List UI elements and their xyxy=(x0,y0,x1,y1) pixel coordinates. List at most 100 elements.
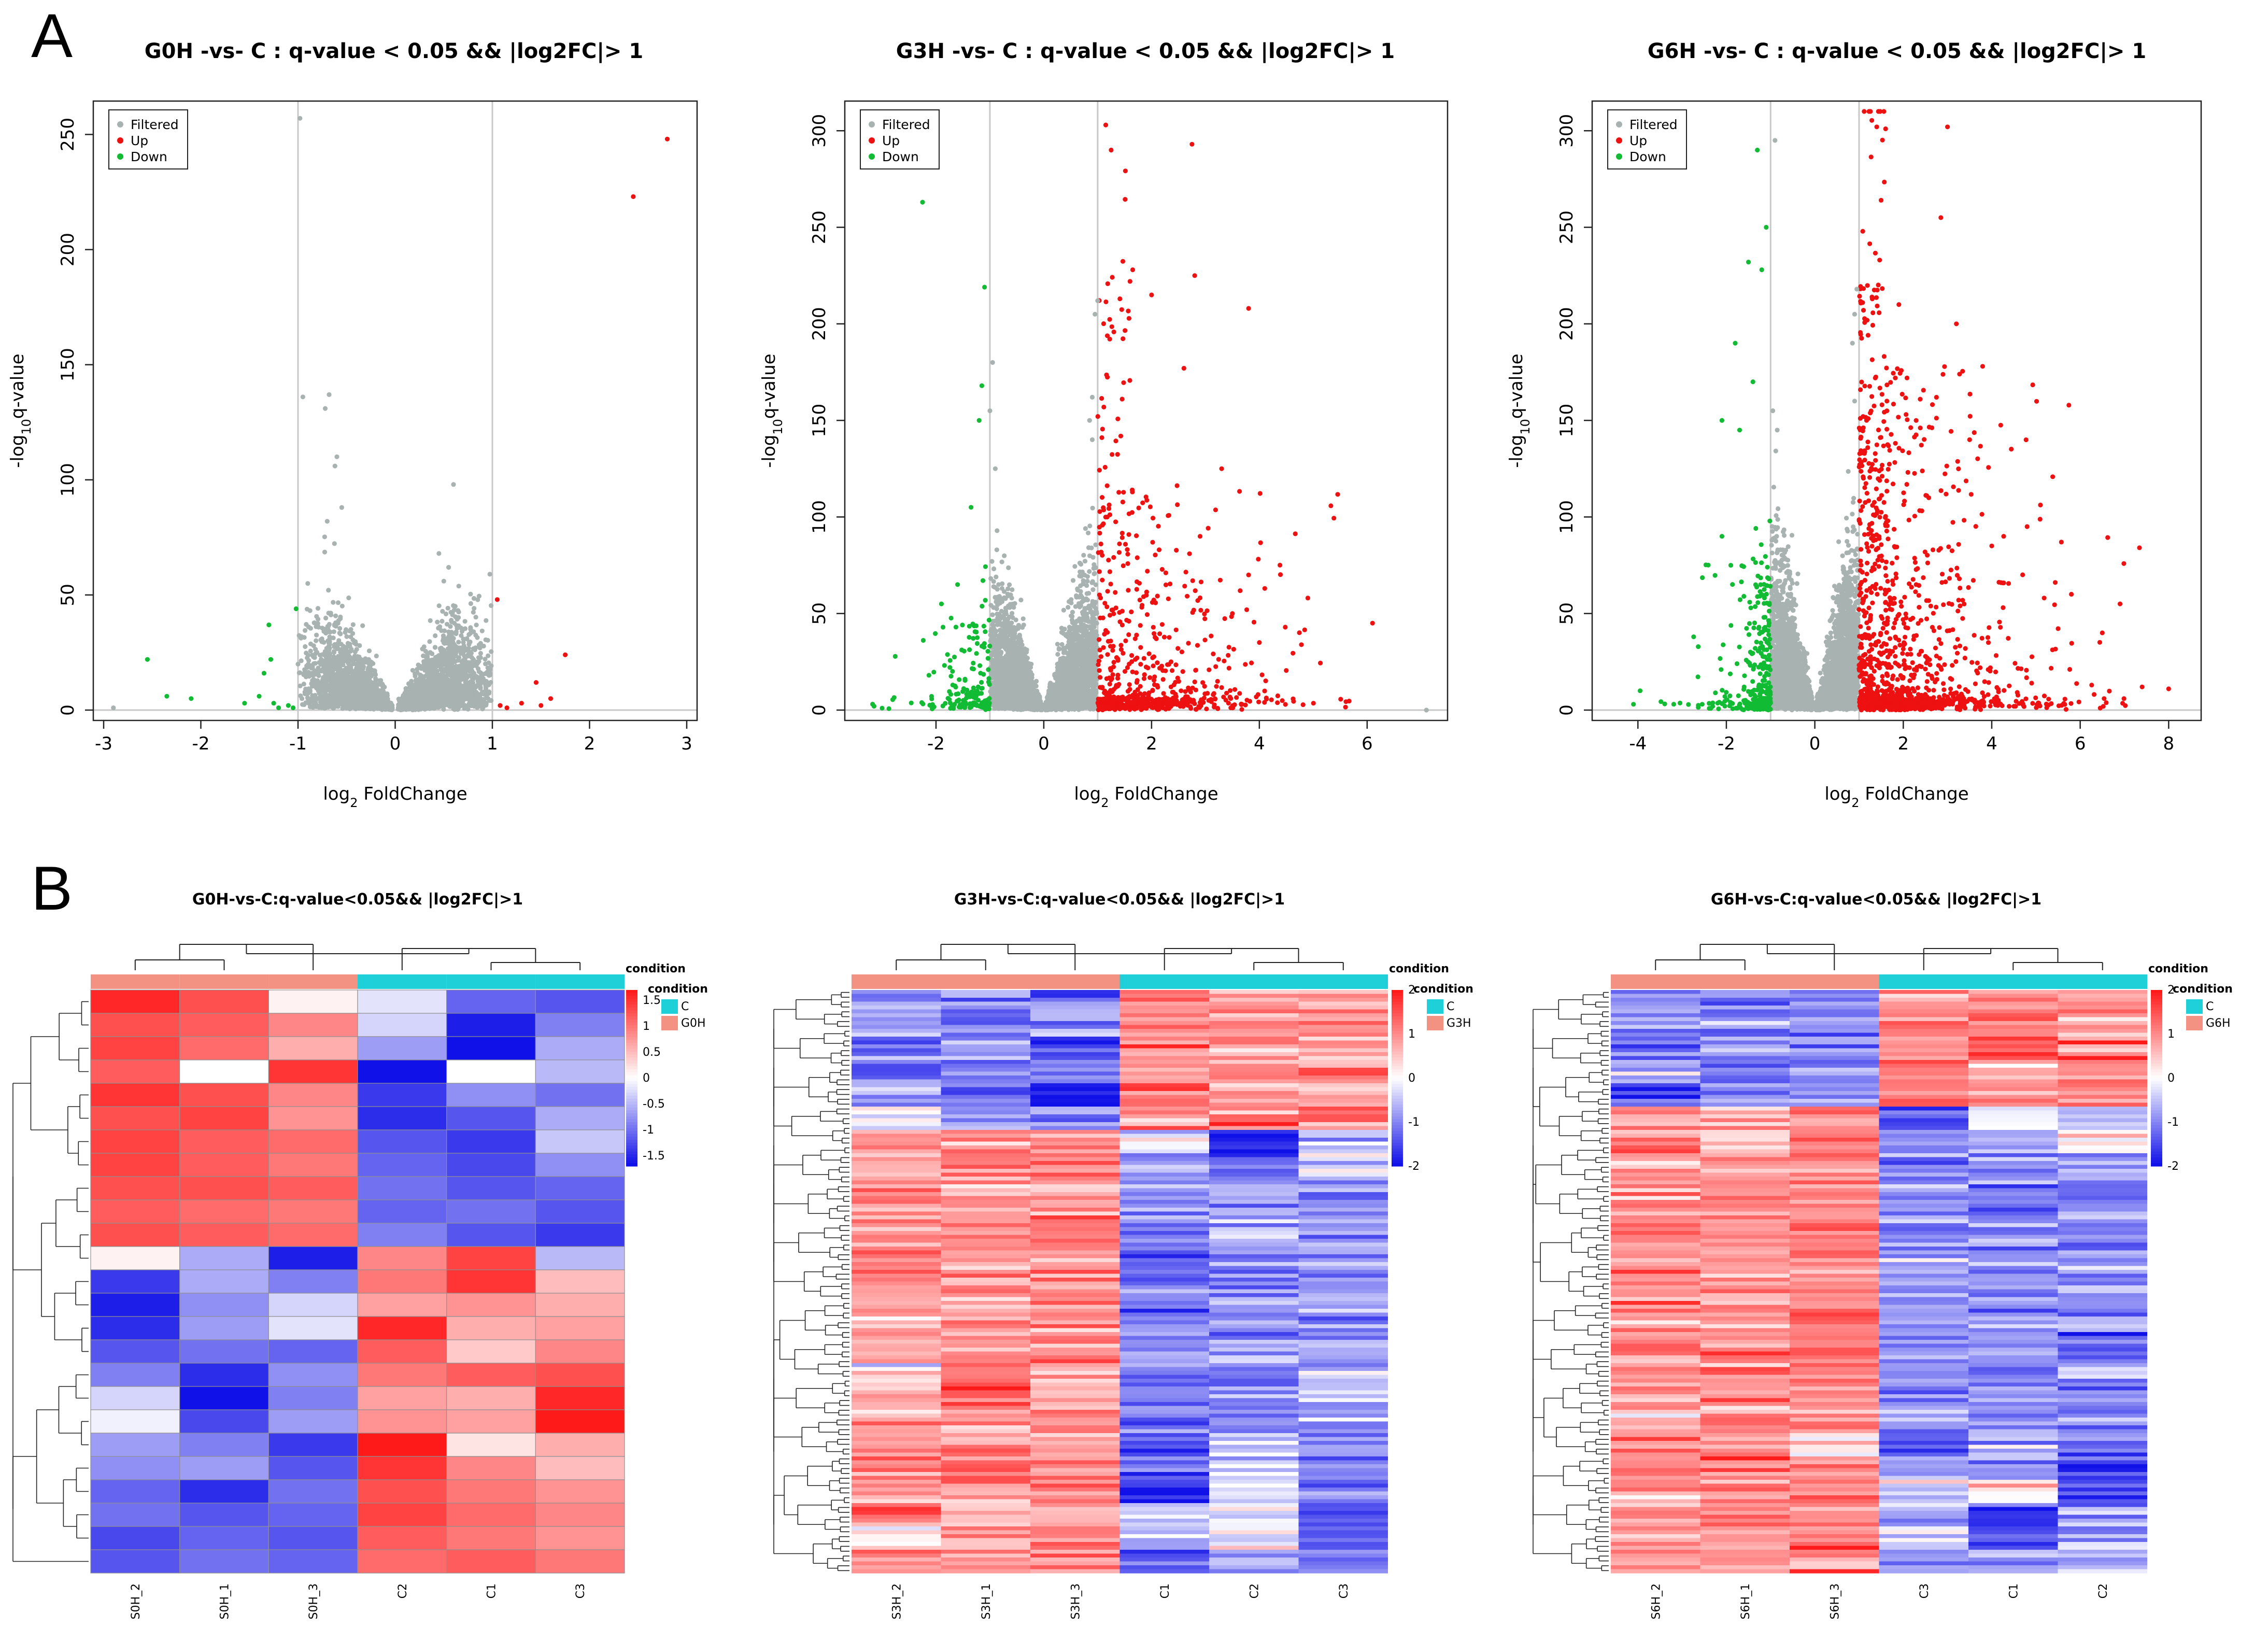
filtered-point xyxy=(483,657,488,662)
filtered-point xyxy=(458,667,463,672)
filtered-point xyxy=(989,559,995,564)
filtered-point xyxy=(331,629,336,634)
filtered-point xyxy=(336,670,341,675)
filtered-point xyxy=(345,696,350,701)
filtered-point xyxy=(331,635,336,641)
filtered-point xyxy=(1093,542,1098,547)
filtered-point xyxy=(353,639,358,644)
filtered-point xyxy=(1083,526,1088,531)
filtered-point xyxy=(1007,582,1012,587)
down-point xyxy=(257,693,262,699)
filtered-point xyxy=(298,693,303,699)
volcano-points xyxy=(870,122,1429,713)
up-point xyxy=(538,703,544,708)
filtered-point xyxy=(320,679,326,685)
filtered-point xyxy=(423,695,429,700)
filtered-point xyxy=(456,655,462,660)
x-tick-label: -1 xyxy=(289,733,307,754)
filtered-point xyxy=(380,682,385,687)
filtered-point xyxy=(445,677,451,683)
up-point xyxy=(563,652,568,657)
filtered-point xyxy=(468,601,474,606)
filtered-point xyxy=(475,700,480,705)
filtered-point xyxy=(337,626,343,631)
filtered-point xyxy=(463,648,469,653)
filtered-point xyxy=(337,630,342,635)
filtered-point xyxy=(413,673,418,678)
filtered-point xyxy=(332,541,337,546)
filtered-point xyxy=(335,660,341,665)
legend-entry: Up xyxy=(131,133,148,148)
filtered-point xyxy=(322,534,328,540)
y-tick-label: 200 xyxy=(58,233,78,266)
filtered-point xyxy=(320,667,325,672)
filtered-point xyxy=(478,704,484,709)
filtered-point xyxy=(327,392,332,398)
filtered-point xyxy=(478,650,484,656)
filtered-point xyxy=(424,691,430,696)
filtered-point xyxy=(335,600,341,605)
filtered-point xyxy=(310,693,315,698)
filtered-point xyxy=(1006,565,1011,570)
filtered-point xyxy=(416,662,421,668)
filtered-point xyxy=(437,624,443,629)
filtered-point xyxy=(314,638,319,643)
filtered-point xyxy=(988,603,994,608)
filtered-point xyxy=(366,665,371,670)
filtered-point xyxy=(351,680,357,685)
filtered-point xyxy=(343,630,348,635)
filtered-point xyxy=(313,704,318,709)
filtered-point xyxy=(456,640,461,645)
filtered-point xyxy=(432,645,438,650)
filtered-point xyxy=(320,701,325,706)
filtered-point xyxy=(456,705,461,710)
filtered-point xyxy=(458,683,463,688)
filtered-point xyxy=(458,649,464,655)
filtered-point xyxy=(332,644,337,649)
x-tick-label: 3 xyxy=(681,733,692,754)
filtered-point xyxy=(358,703,363,708)
filtered-point xyxy=(308,648,313,654)
filtered-point xyxy=(318,638,323,643)
filtered-point xyxy=(994,574,999,579)
filtered-point xyxy=(436,703,442,708)
filtered-point xyxy=(478,686,483,691)
legend-entry: Filtered xyxy=(131,117,179,132)
filtered-point xyxy=(475,597,480,602)
filtered-point xyxy=(310,664,315,670)
filtered-point xyxy=(322,705,327,711)
panel-label-a: A xyxy=(31,1,73,70)
filtered-point xyxy=(481,697,487,702)
filtered-point xyxy=(432,663,437,669)
filtered-point xyxy=(467,689,473,695)
filtered-point xyxy=(484,702,489,708)
filtered-point xyxy=(487,572,492,577)
filtered-point xyxy=(330,661,335,666)
filtered-point xyxy=(471,686,477,691)
filtered-point xyxy=(315,678,320,683)
filtered-point xyxy=(322,406,328,411)
down-point xyxy=(261,671,266,676)
filtered-point xyxy=(461,636,466,642)
filtered-point xyxy=(325,624,330,629)
filtered-point xyxy=(360,663,365,669)
filtered-point xyxy=(469,668,475,673)
filtered-point xyxy=(410,702,416,707)
y-tick-label: 150 xyxy=(58,348,78,381)
filtered-point xyxy=(449,618,454,623)
filtered-point xyxy=(1087,523,1093,529)
x-tick-label: 2 xyxy=(584,733,596,754)
filtered-point xyxy=(994,547,999,553)
filtered-point xyxy=(339,505,345,510)
filtered-point xyxy=(333,613,338,618)
filtered-point xyxy=(473,615,478,620)
filtered-point xyxy=(332,463,337,469)
x-axis-label: log2 FoldChange xyxy=(323,784,467,810)
filtered-point xyxy=(347,680,352,685)
filtered-point xyxy=(440,680,445,685)
filtered-point xyxy=(325,667,331,672)
filtered-point xyxy=(445,650,450,656)
filtered-point xyxy=(451,482,456,487)
filtered-point xyxy=(445,605,450,611)
